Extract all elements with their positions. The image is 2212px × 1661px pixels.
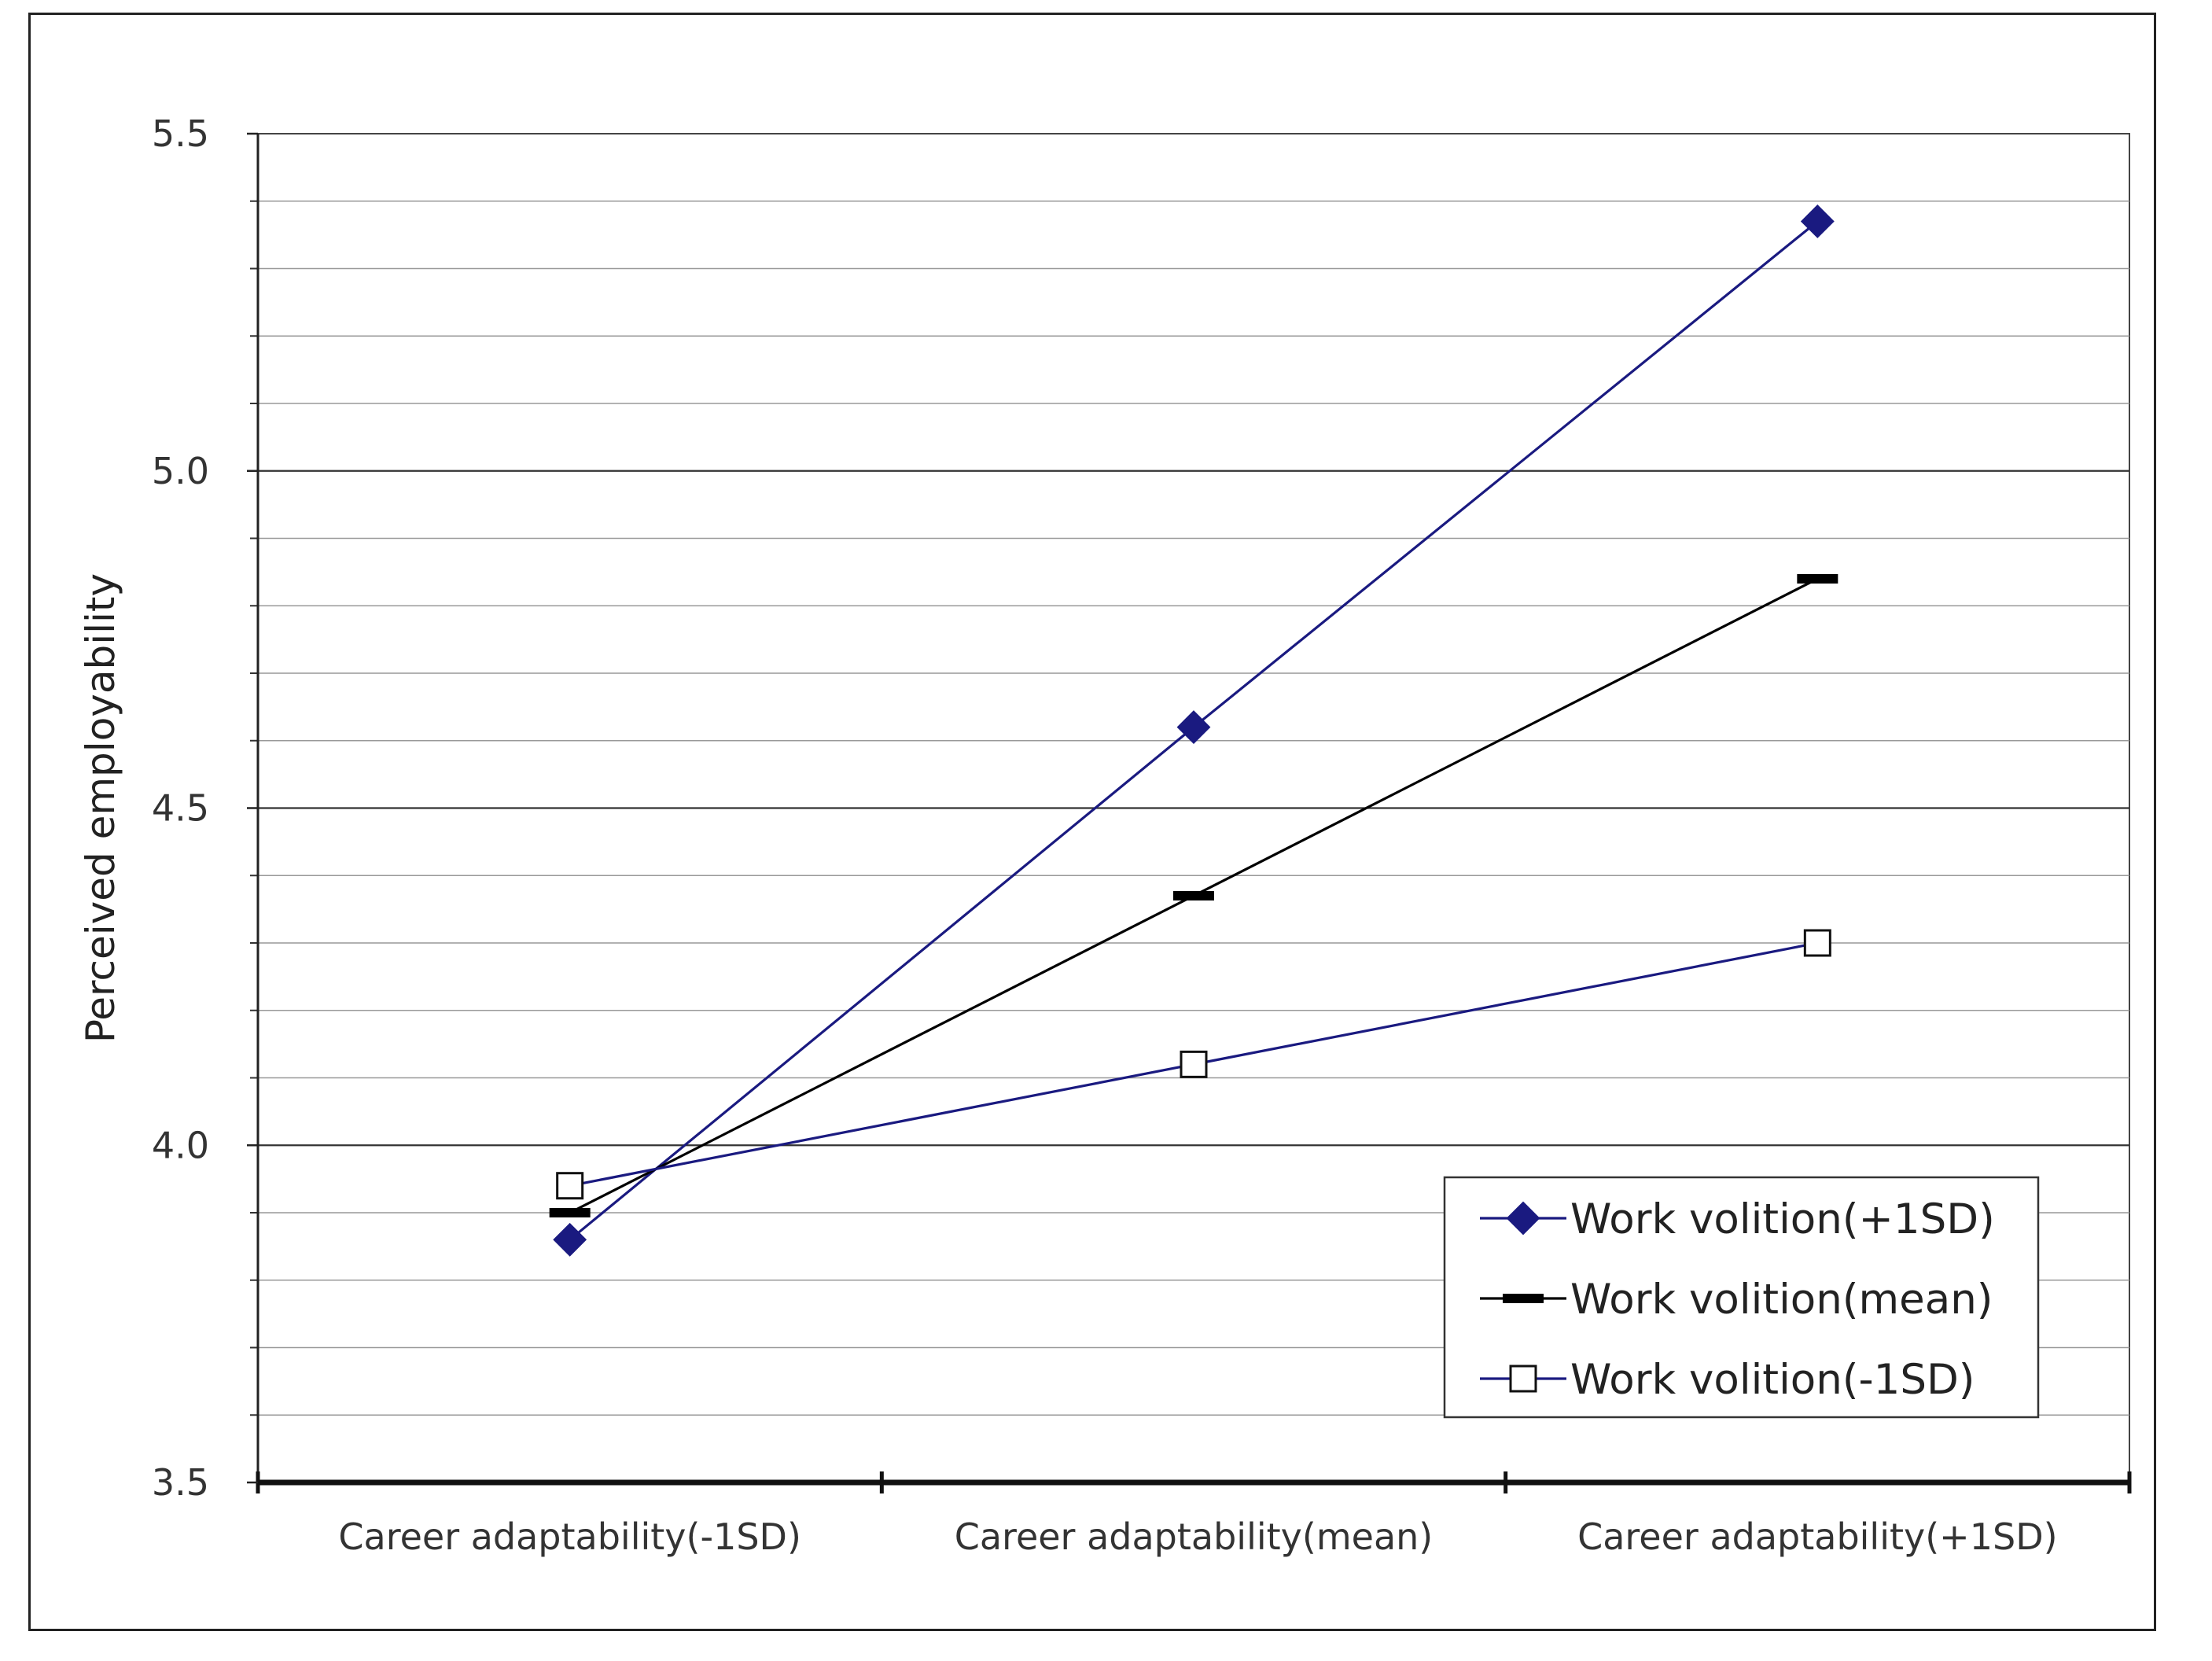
data-point-diamond <box>1506 1201 1540 1236</box>
data-point-dash <box>1173 890 1214 900</box>
data-point-dash <box>1503 1294 1544 1303</box>
y-tick-label: 5.0 <box>152 450 209 492</box>
y-tick-label: 3.5 <box>152 1461 209 1504</box>
data-point-dash <box>549 1208 591 1217</box>
y-tick-label: 5.5 <box>152 112 209 155</box>
data-point-square <box>1509 1365 1537 1393</box>
data-point-diamond <box>1800 204 1835 238</box>
legend-label: Work volition(+1SD) <box>1570 1195 1995 1243</box>
x-tick-label: Career adaptability(+1SD) <box>1577 1516 2057 1558</box>
y-tick-label: 4.5 <box>152 787 209 830</box>
data-point-diamond <box>1176 710 1211 745</box>
y-tick-label: 4.0 <box>152 1124 209 1166</box>
data-point-diamond <box>553 1222 587 1257</box>
legend-label: Work volition(mean) <box>1570 1276 1993 1324</box>
x-tick-label: Career adaptability(-1SD) <box>338 1516 801 1558</box>
data-point-dash <box>1797 573 1838 584</box>
legend-label: Work volition(-1SD) <box>1570 1356 1975 1404</box>
y-axis-title: Perceived employability <box>78 573 123 1043</box>
data-point-square <box>1180 1050 1208 1078</box>
data-point-square <box>1803 929 1831 957</box>
data-point-square <box>556 1172 584 1200</box>
x-tick-label: Career adaptability(mean) <box>955 1516 1434 1558</box>
